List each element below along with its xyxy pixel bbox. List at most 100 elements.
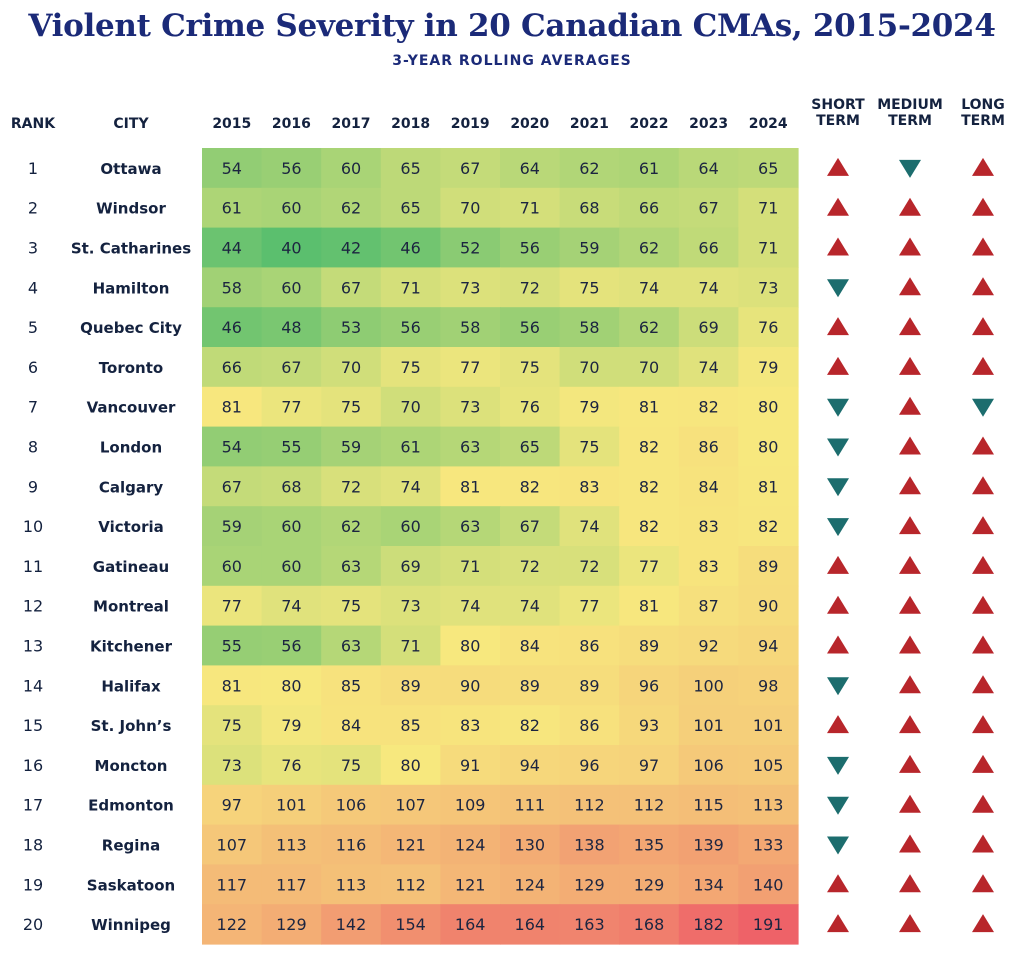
city-label: Moncton — [95, 757, 168, 775]
cell-value-label: 58 — [460, 318, 480, 337]
cell-value-label: 67 — [341, 278, 361, 297]
cell-value-label: 69 — [698, 318, 718, 337]
heatmap-cell — [619, 665, 680, 706]
heatmap-cell — [559, 426, 620, 467]
heatmap-cell — [500, 347, 561, 388]
cell-value-label: 72 — [579, 557, 599, 576]
cell-value-label: 67 — [281, 358, 301, 377]
rank-label: 15 — [23, 716, 43, 735]
heatmap-cell — [202, 227, 263, 268]
heatmap-cell — [440, 864, 501, 905]
heatmap-cell — [619, 824, 680, 865]
heatmap-cell — [619, 267, 680, 308]
heatmap-cell — [261, 386, 322, 428]
up-arrow-icon — [899, 834, 921, 853]
heatmap-cell — [380, 148, 441, 189]
cell-value-label: 64 — [520, 159, 540, 178]
year-header-2024: 2024 — [749, 116, 788, 132]
up-arrow-icon — [827, 356, 849, 375]
year-header-2015: 2015 — [212, 116, 251, 132]
cell-value-label: 70 — [400, 398, 420, 417]
heatmap-cell — [738, 347, 799, 388]
down-arrow-icon — [827, 438, 849, 457]
up-arrow-icon — [827, 237, 849, 256]
heatmap-cell — [261, 267, 322, 308]
heatmap-cell — [202, 625, 263, 666]
heatmap-cell — [559, 307, 620, 348]
cell-value-label: 73 — [460, 398, 480, 417]
cell-value-label: 74 — [400, 477, 420, 496]
cell-value-label: 75 — [341, 756, 361, 775]
heatmap-cell — [559, 904, 620, 945]
heatmap-cell — [202, 386, 263, 428]
heatmap-cell — [380, 307, 441, 348]
cell-value-label: 63 — [341, 557, 361, 576]
cell-value-label: 94 — [758, 637, 778, 656]
heatmap-cell — [738, 904, 799, 945]
heatmap-cell — [440, 466, 501, 507]
cell-value-label: 90 — [758, 597, 778, 616]
heatmap-cell — [380, 546, 441, 587]
heatmap-cell — [738, 386, 799, 428]
trend-arrows — [827, 157, 994, 933]
cell-value-label: 84 — [698, 477, 718, 496]
cell-value-label: 121 — [455, 875, 486, 894]
cell-value-label: 79 — [579, 398, 599, 417]
cell-value-label: 71 — [758, 239, 778, 258]
cell-value-label: 81 — [639, 597, 659, 616]
up-arrow-icon — [972, 595, 994, 614]
city-label: Edmonton — [88, 797, 174, 815]
rank-label: 13 — [23, 637, 43, 656]
heatmap-cell — [678, 904, 739, 945]
heatmap-cell — [380, 267, 441, 308]
heatmap-cell — [261, 307, 322, 348]
down-arrow-icon — [827, 756, 849, 775]
cell-value-label: 117 — [217, 875, 248, 894]
heatmap-cell — [678, 784, 739, 826]
heatmap-cell — [321, 904, 382, 945]
cell-value-label: 112 — [634, 796, 665, 815]
up-arrow-icon — [899, 555, 921, 574]
rank-label: 8 — [28, 438, 38, 457]
heatmap-cell — [738, 506, 799, 547]
cell-value-label: 80 — [460, 637, 480, 656]
heatmap-cell — [440, 784, 501, 826]
cell-value-label: 82 — [639, 438, 659, 457]
cell-value-label: 101 — [276, 796, 307, 815]
up-arrow-icon — [827, 317, 849, 336]
row-labels: 1 Ottawa 2 Windsor 3 St. Catharines 4 Hamilton 5… — [23, 159, 191, 934]
city-label: Montreal — [93, 598, 169, 616]
heatmap-cell — [440, 745, 501, 786]
trend-header-2: LONG TERM — [961, 97, 1005, 129]
cell-value-label: 73 — [460, 278, 480, 297]
rank-label: 11 — [23, 557, 43, 576]
cell-value-label: 112 — [574, 796, 605, 815]
cell-value-label: 60 — [281, 557, 301, 576]
cell-value-label: 74 — [520, 597, 540, 616]
heatmap-cell — [321, 665, 382, 706]
cell-value-label: 76 — [281, 756, 301, 775]
cell-value-label: 66 — [698, 239, 718, 258]
rank-label: 14 — [23, 676, 43, 695]
up-arrow-icon — [827, 157, 849, 176]
heatmap-cell — [202, 148, 263, 189]
cell-value-label: 75 — [222, 716, 242, 735]
heatmap-cell — [738, 585, 799, 627]
cell-value-label: 82 — [520, 716, 540, 735]
cell-value-label: 70 — [341, 358, 361, 377]
cell-value-label: 56 — [400, 318, 420, 337]
cell-value-label: 76 — [520, 398, 540, 417]
up-arrow-icon — [899, 476, 921, 495]
heatmap-cell — [261, 546, 322, 587]
heatmap-cell — [380, 227, 441, 268]
cell-value-label: 74 — [698, 358, 718, 377]
cell-value-label: 121 — [395, 836, 426, 855]
cell-value-label: 79 — [281, 716, 301, 735]
rank-label: 16 — [23, 756, 43, 775]
heatmap-cell — [202, 665, 263, 706]
cell-value-label: 71 — [520, 199, 540, 218]
cell-value-label: 52 — [460, 239, 480, 258]
cell-value-label: 129 — [574, 875, 605, 894]
cell-value-label: 80 — [281, 676, 301, 695]
heatmap-cell — [321, 466, 382, 507]
